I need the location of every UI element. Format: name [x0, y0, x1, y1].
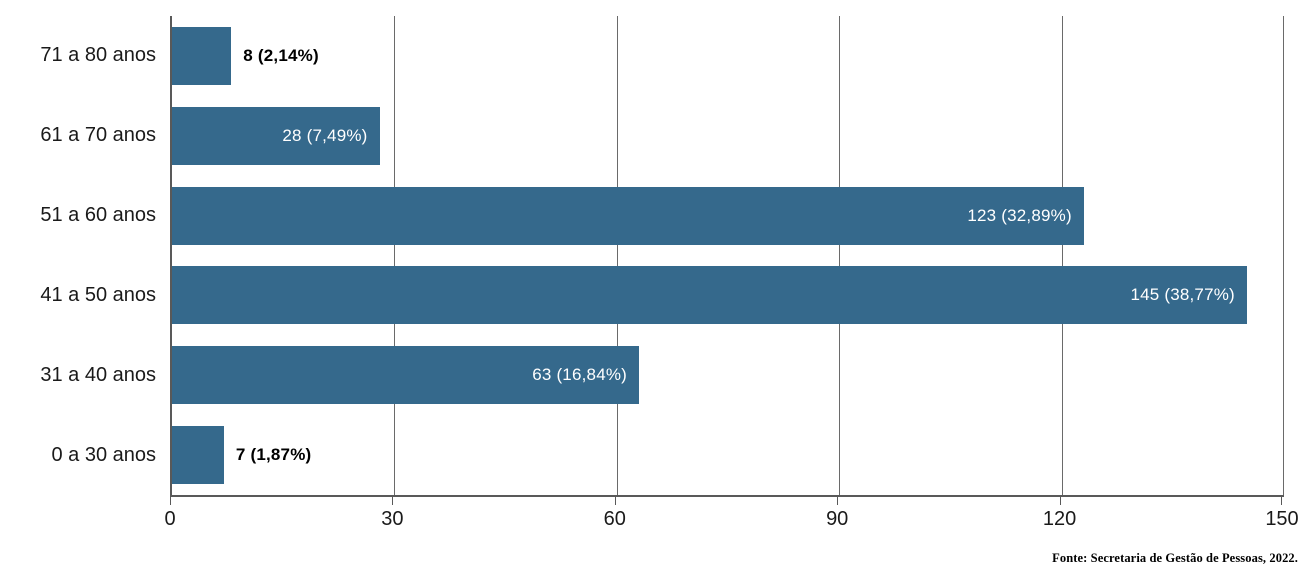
bar-row: 63 (16,84%): [172, 335, 1284, 415]
bar-value-label: 145 (38,77%): [1130, 285, 1235, 305]
tick-mark: [1059, 497, 1061, 505]
x-tick-label: 60: [603, 508, 626, 530]
bar-61-70: 28 (7,49%): [172, 106, 380, 165]
bar-row: 28 (7,49%): [172, 96, 1284, 176]
bar-51-60: 123 (32,89%): [172, 186, 1084, 245]
bar-value-label: 8 (2,14%): [243, 45, 319, 65]
category-label: 0 a 30 anos: [51, 443, 156, 466]
gridline-30: [394, 16, 396, 495]
gridline-150: [1283, 16, 1284, 495]
x-tick-label: 30: [381, 508, 404, 530]
tick-mark: [1281, 497, 1282, 505]
x-tick-label: 150: [1265, 508, 1299, 530]
gridline-90: [839, 16, 841, 495]
bar-row: 7 (1,87%): [172, 415, 1284, 495]
x-tick-label: 0: [164, 508, 176, 530]
category-label: 61 a 70 anos: [40, 124, 156, 147]
bar-series: 8 (2,14%) 28 (7,49%) 123 (32,89%) 145 (3…: [172, 16, 1284, 495]
x-axis-ticks: [170, 497, 1282, 505]
bar-value-label: 63 (16,84%): [532, 365, 628, 385]
bar-31-40: 63 (16,84%): [172, 346, 640, 405]
bar-71-80: 8 (2,14%): [172, 26, 319, 85]
plot-area: 8 (2,14%) 28 (7,49%) 123 (32,89%) 145 (3…: [170, 16, 1284, 497]
category-label: 71 a 80 anos: [40, 44, 156, 67]
x-tick-label: 90: [826, 508, 849, 530]
gridline-120: [1061, 16, 1063, 495]
tick-mark: [170, 497, 171, 505]
source-note: Fonte: Secretaria de Gestão de Pessoas, …: [1052, 551, 1298, 565]
tick-mark: [392, 497, 394, 505]
tick-mark: [837, 497, 839, 505]
category-label: 51 a 60 anos: [40, 204, 156, 227]
bar-0-30: 7 (1,87%): [172, 426, 311, 485]
x-tick-label: 120: [1042, 508, 1077, 530]
bar-row: 145 (38,77%): [172, 255, 1284, 335]
gridline-60: [616, 16, 618, 495]
category-label: 31 a 40 anos: [40, 363, 156, 386]
category-axis: 71 a 80 anos 61 a 70 anos 51 a 60 anos 4…: [0, 16, 156, 495]
bar-row: 8 (2,14%): [172, 16, 1284, 96]
bar-value-label: 123 (32,89%): [967, 205, 1072, 225]
bar-value-label: 28 (7,49%): [282, 125, 368, 145]
bar-41-50: 145 (38,77%): [172, 266, 1247, 325]
category-label: 41 a 50 anos: [40, 283, 156, 306]
x-axis-labels: 0 30 60 90 120 150: [164, 508, 1298, 534]
tick-mark: [614, 497, 616, 505]
bar-value-label: 7 (1,87%): [235, 445, 312, 465]
bar-row: 123 (32,89%): [172, 176, 1284, 256]
